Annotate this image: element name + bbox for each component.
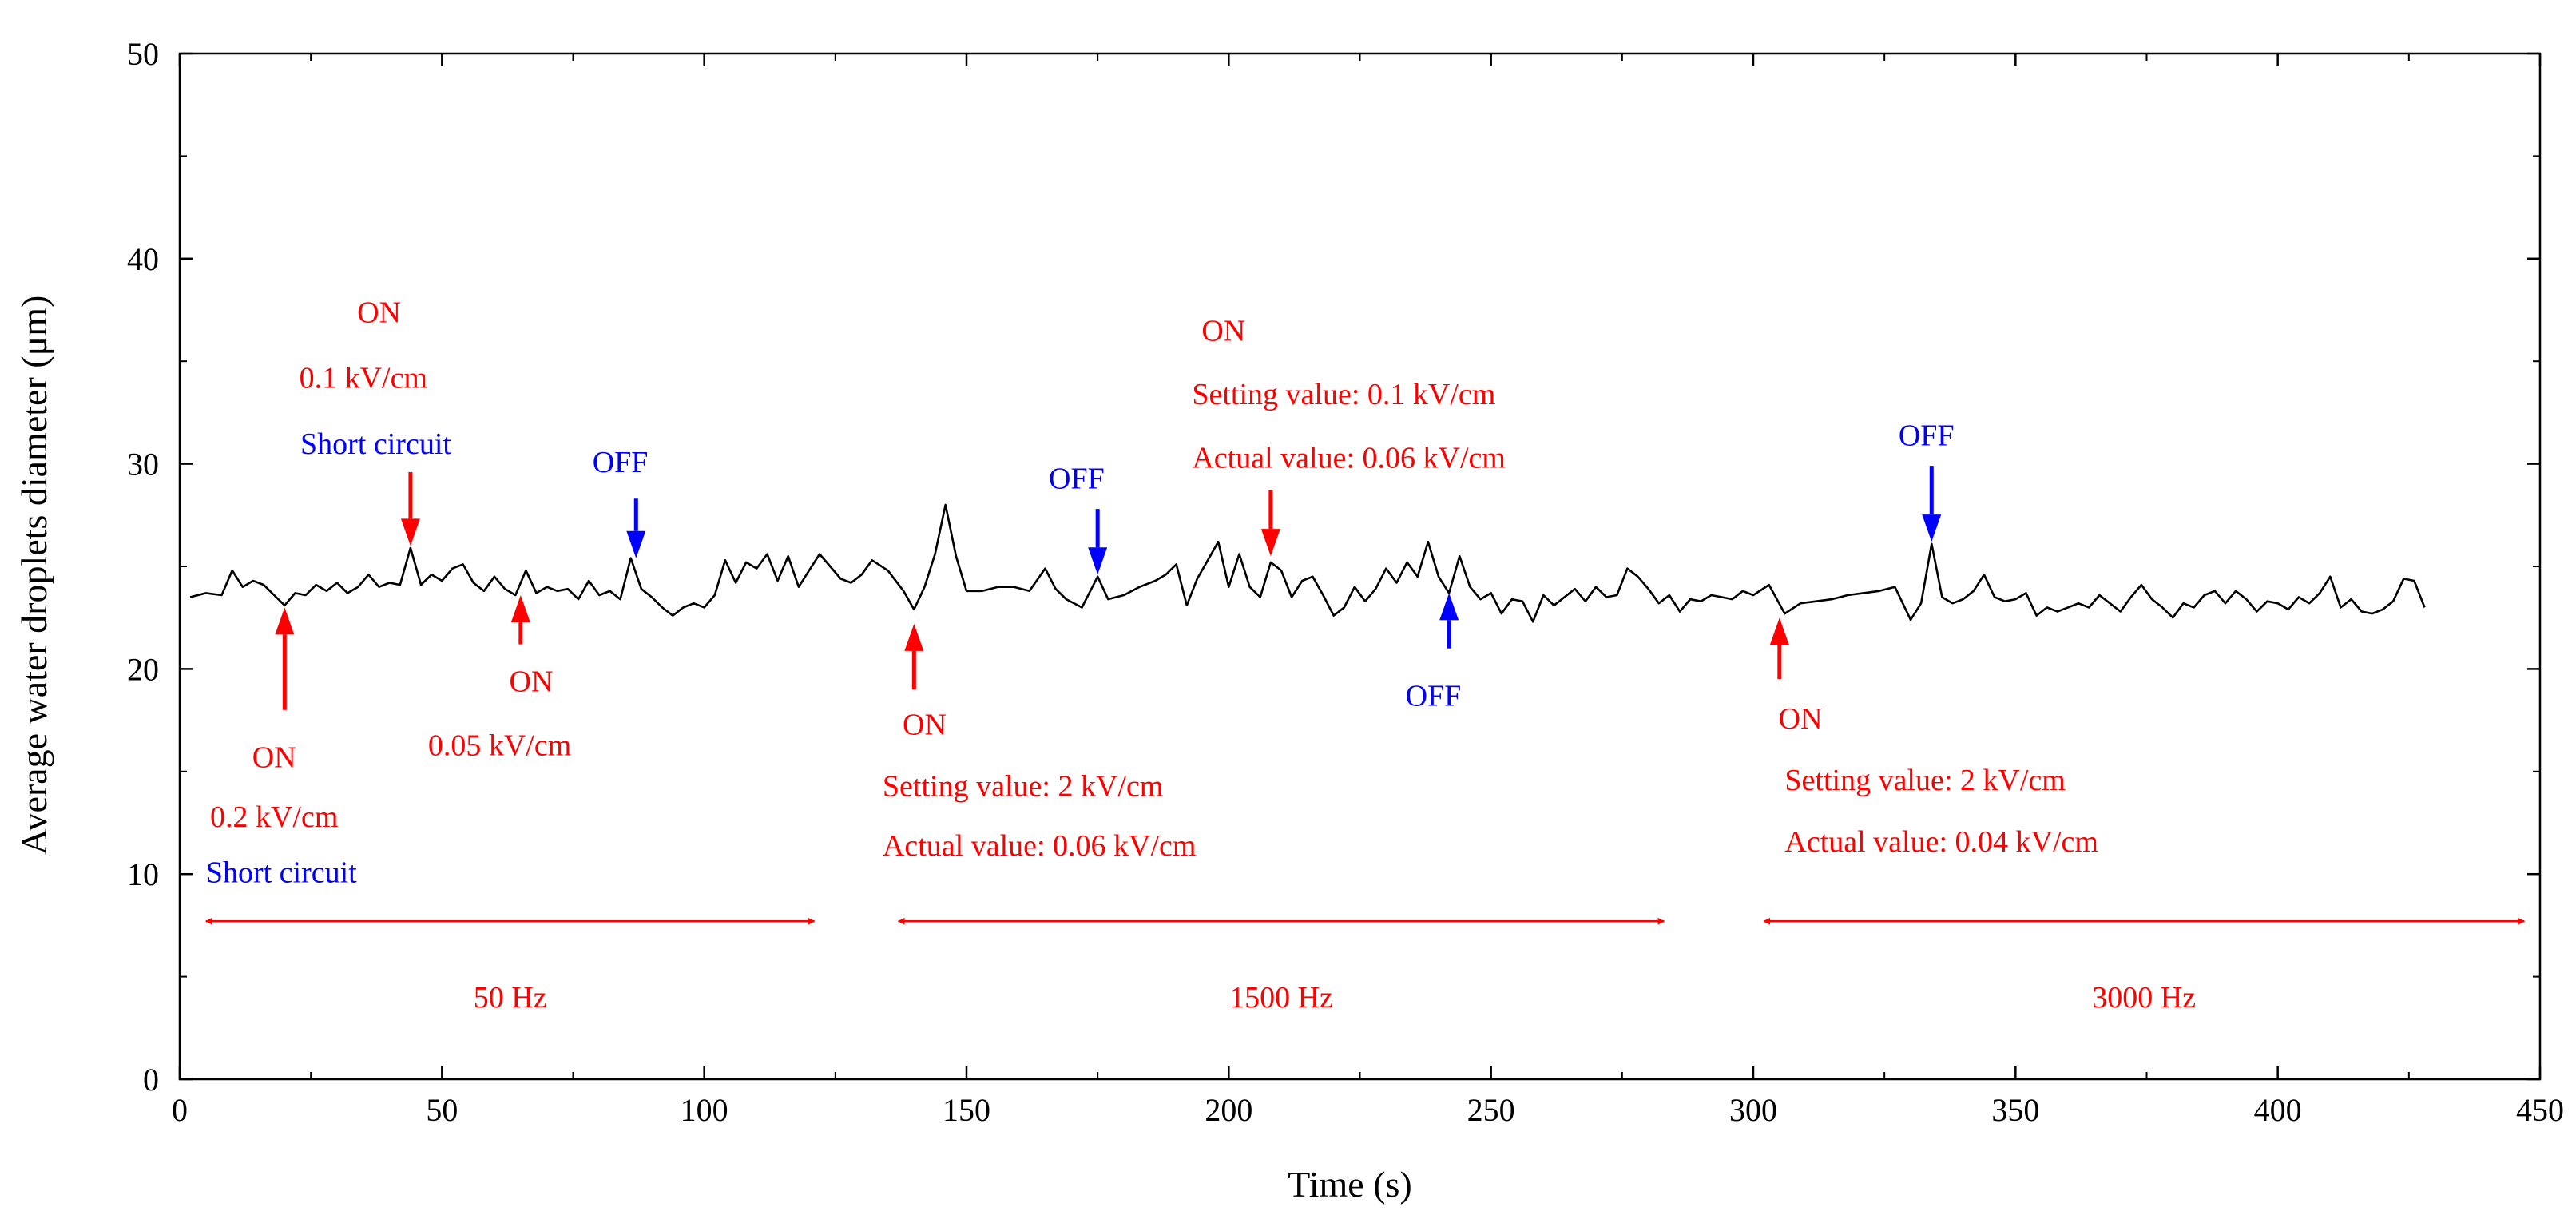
annotation-20: OFF (1899, 419, 1955, 452)
annotation-0: ON (252, 741, 296, 775)
event-arrow-6 (1260, 490, 1280, 557)
annotation-11: Actual value: 0.06 kV/cm (883, 829, 1197, 863)
event-arrow-2 (510, 594, 530, 645)
annotation-3: ON (357, 296, 401, 329)
annotation-1: 0.2 kV/cm (210, 800, 338, 834)
event-arrow-8 (1769, 617, 1789, 680)
x-tick-label-3: 150 (943, 1092, 990, 1128)
annotation-12: OFF (1049, 462, 1105, 495)
annotation-2: Short circuit (206, 856, 357, 889)
annotation-13: ON (1201, 315, 1245, 348)
y-axis-title: Average water droplets diameter (μm) (14, 296, 54, 856)
y-tick-label-0: 0 (143, 1062, 159, 1098)
x-axis-title: Time (s) (1288, 1164, 1412, 1205)
x-tick-label-9: 450 (2516, 1092, 2564, 1128)
event-arrow-0 (275, 607, 295, 710)
x-tick-label-4: 200 (1205, 1092, 1252, 1128)
x-tick-label-6: 300 (1729, 1092, 1777, 1128)
event-arrow-9 (1922, 466, 1942, 542)
frequency-ranges: 50 Hz 1500 Hz 3000 Hz (204, 917, 2526, 1015)
annotation-6: ON (510, 665, 554, 699)
x-tick-label-5: 250 (1467, 1092, 1515, 1128)
series-layer (189, 503, 2426, 623)
annotation-17: ON (1779, 702, 1823, 736)
event-arrow-7 (1439, 593, 1459, 649)
y-tick-label-4: 40 (127, 241, 159, 277)
series-line-0 (189, 503, 2426, 623)
annotation-7: 0.05 kV/cm (428, 729, 571, 762)
x-tick-label-2: 100 (681, 1092, 728, 1128)
axes: 0 50 100 150 200 250 300 350 400 450 0 10 20 30 40 50 (127, 36, 2564, 1128)
annotation-4: 0.1 kV/cm (300, 362, 427, 395)
annotation-16: OFF (1406, 680, 1462, 713)
plot-frame (178, 52, 2542, 1081)
y-tick-label-5: 50 (127, 36, 159, 72)
event-arrow-4 (904, 623, 924, 690)
event-arrows (275, 466, 1942, 710)
annotation-14: Setting value: 0.1 kV/cm (1192, 378, 1495, 411)
range-label-2: 3000 Hz (2092, 981, 2196, 1015)
range-label-1: 1500 Hz (1229, 981, 1333, 1015)
x-tick-label-0: 0 (172, 1092, 188, 1128)
range-label-0: 50 Hz (474, 981, 547, 1015)
y-tick-label-1: 10 (127, 856, 159, 892)
y-tick-label-2: 20 (127, 651, 159, 687)
event-arrow-3 (626, 498, 646, 558)
annotations: ON 0.2 kV/cm Short circuit ON 0.1 kV/cm Short… (206, 296, 2098, 889)
annotation-15: Actual value: 0.06 kV/cm (1192, 442, 1506, 475)
x-tick-label-8: 400 (2254, 1092, 2302, 1128)
x-tick-label-7: 350 (1991, 1092, 2039, 1128)
annotation-5: Short circuit (300, 427, 451, 461)
annotation-10: Setting value: 2 kV/cm (883, 770, 1163, 804)
event-arrow-5 (1088, 509, 1108, 575)
annotation-8: OFF (593, 446, 649, 479)
annotation-18: Setting value: 2 kV/cm (1784, 764, 2065, 797)
y-tick-label-3: 30 (127, 447, 159, 482)
x-tick-label-1: 50 (426, 1092, 458, 1128)
event-arrow-1 (400, 471, 420, 546)
annotation-9: ON (903, 709, 947, 742)
annotation-19: Actual value: 0.04 kV/cm (1784, 825, 2098, 859)
